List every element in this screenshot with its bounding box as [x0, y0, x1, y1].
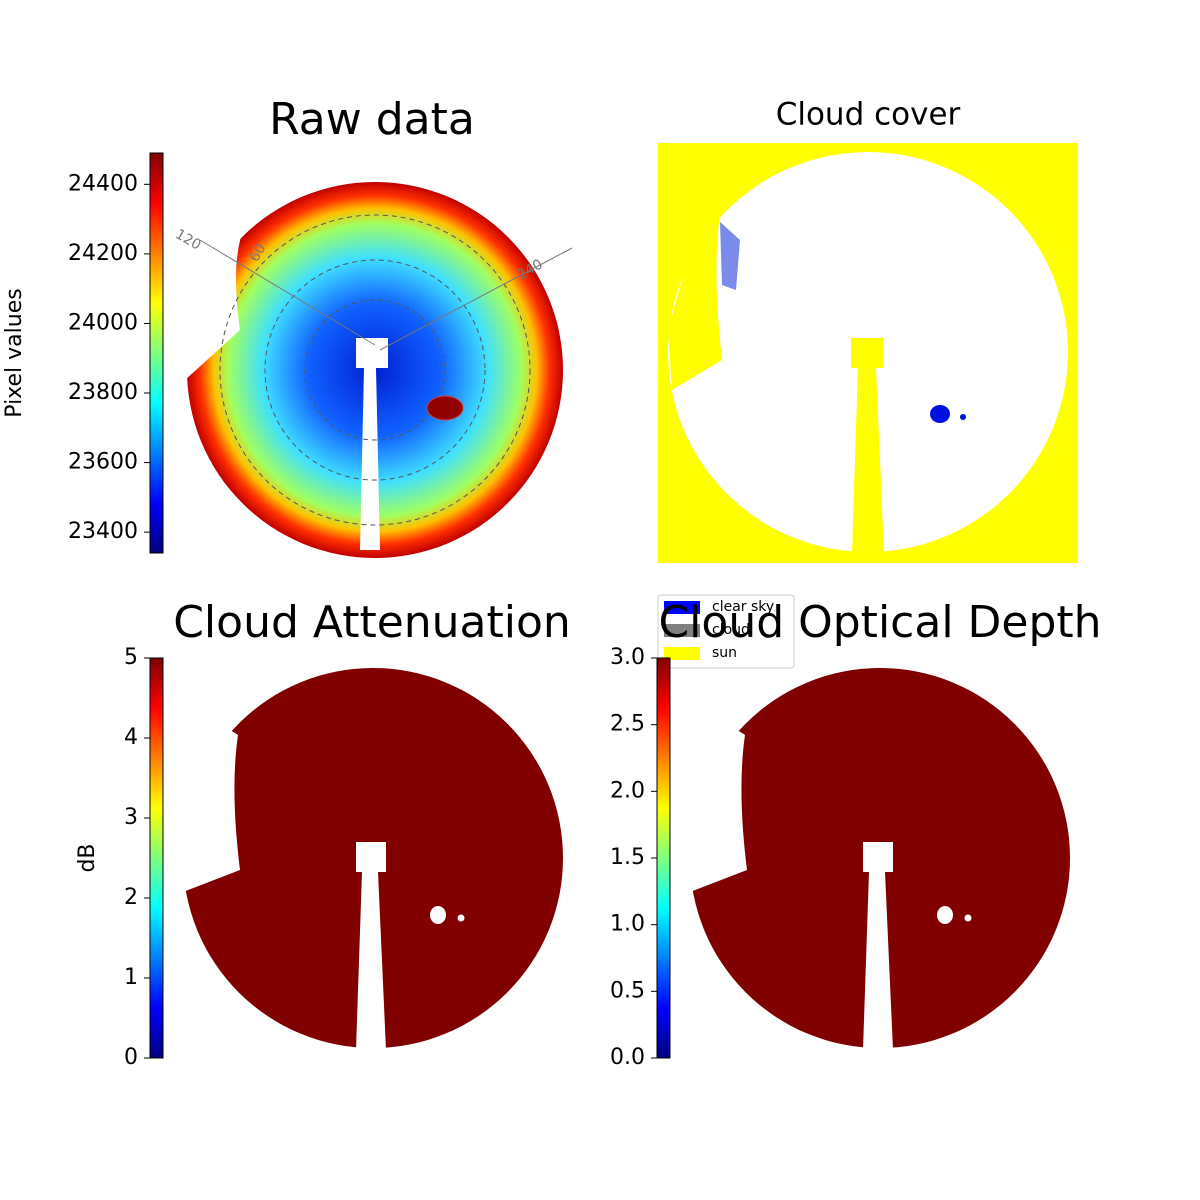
panel-title: Cloud Attenuation [173, 597, 571, 648]
colorbar-tick-label: 1 [124, 965, 138, 990]
colorbar-tick-label: 23400 [68, 519, 138, 544]
legend: clear sky cloud sun [657, 594, 795, 669]
colorbar-tick-label: 23800 [68, 380, 138, 405]
colorbar-tick-label: 5 [124, 645, 138, 670]
colorbar-tick-label: 2.5 [610, 712, 645, 737]
polar-label: 60 [247, 241, 270, 264]
legend-label: cloud [712, 622, 750, 638]
colorbar-tick-label: 3 [124, 805, 138, 830]
legend-label: clear sky [712, 599, 774, 615]
colorbar-tick-label: 24200 [68, 241, 138, 266]
colorbar-label: Pixel values [2, 288, 27, 417]
colorbar-tick-label: 24000 [68, 310, 138, 335]
panel-title: Cloud Optical Depth [658, 597, 1101, 648]
cloud-cover-image [658, 143, 1078, 563]
panel-title: Cloud cover [776, 97, 961, 133]
attenuation-image [178, 668, 563, 1050]
colorbar [656, 657, 671, 1059]
legend-swatch [664, 601, 700, 614]
colorbar-tick-label: 0.0 [610, 1045, 645, 1070]
panel-title: Raw data [269, 94, 475, 145]
legend-swatch [664, 624, 700, 637]
colorbar-tick-label: 1.5 [610, 845, 645, 870]
colorbar-tick-label: 23600 [68, 450, 138, 475]
colorbar-tick-label: 2 [124, 885, 138, 910]
colorbar-tick-label: 3.0 [610, 645, 645, 670]
legend-swatch [664, 647, 700, 660]
colorbar-tick-label: 1.0 [610, 912, 645, 937]
colorbar-tick-label: 2.0 [610, 778, 645, 803]
legend-label: sun [712, 645, 737, 661]
colorbar [149, 657, 164, 1059]
colorbar-tick-label: 0.5 [610, 978, 645, 1003]
optical-depth-image [685, 668, 1070, 1050]
colorbar-tick-label: 24400 [68, 171, 138, 196]
colorbar-tick-label: 0 [124, 1045, 138, 1070]
colorbar-tick-label: 4 [124, 725, 138, 750]
raw-image [180, 182, 573, 558]
colorbar [149, 152, 164, 554]
colorbar-label: dB [75, 843, 100, 872]
